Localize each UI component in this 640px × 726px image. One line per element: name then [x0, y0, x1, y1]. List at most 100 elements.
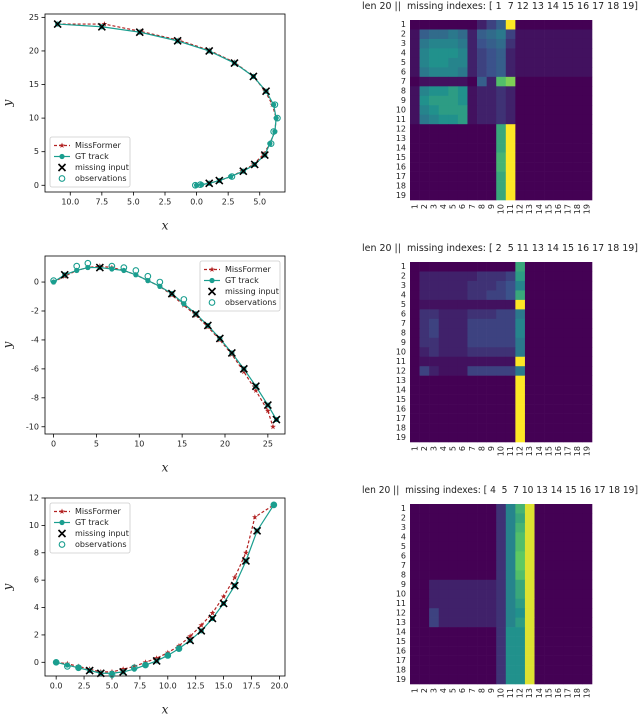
heatmap-cell: [486, 608, 497, 618]
x-tick-label: 7.5: [95, 198, 108, 207]
heatmap-cell: [505, 423, 516, 433]
y-tick-label: 12: [396, 124, 406, 133]
heatmap-cell: [486, 551, 497, 562]
data-point: [274, 114, 281, 122]
heatmap-cell: [486, 190, 497, 201]
heatmap-cell: [534, 171, 545, 182]
heatmap-cell: [457, 347, 468, 358]
heatmap-cell: [448, 560, 459, 571]
heatmap-cell: [553, 105, 564, 116]
heatmap-cell: [467, 551, 478, 562]
heatmap-cell: [534, 20, 545, 30]
heatmap-cell: [410, 646, 420, 656]
heatmap-cell: [438, 579, 449, 590]
y-tick-label: 0: [34, 278, 39, 287]
y-tick-label: 6: [34, 576, 39, 585]
data-point: [176, 646, 182, 652]
heatmap-cell: [563, 646, 574, 656]
heatmap-cell: [553, 86, 564, 97]
heatmap-cell: [467, 262, 478, 272]
heatmap-cell: [572, 513, 583, 524]
heatmap-cell: [553, 570, 564, 581]
y-tick-label: 10: [29, 521, 39, 530]
heatmap-cell: [477, 162, 487, 172]
heatmap-cell: [534, 337, 545, 348]
heatmap-cell: [572, 124, 583, 134]
heatmap-cell: [477, 532, 487, 543]
heatmap-cell: [553, 162, 564, 172]
heatmap-cell: [496, 504, 507, 514]
heatmap-cell: [553, 674, 564, 685]
heatmap-cell: [572, 290, 583, 301]
heatmap-cell: [553, 532, 564, 543]
heatmap-cell: [553, 627, 564, 637]
heatmap-cell: [505, 655, 516, 666]
heatmap-cell: [515, 171, 526, 182]
heatmap-cell: [534, 366, 545, 376]
heatmap-cell: [582, 76, 593, 87]
heatmap-cell: [534, 617, 545, 628]
heatmap-cell: [419, 271, 430, 282]
heatmap-cell: [477, 598, 487, 609]
heatmap-cell: [457, 57, 468, 68]
heatmap-cell: [553, 504, 564, 514]
heatmap-cell: [486, 394, 497, 405]
heatmap-cell: [505, 133, 516, 144]
heatmap-cell: [410, 67, 420, 78]
heatmap-cell: [419, 385, 430, 395]
x-tick-label: 2: [420, 688, 429, 693]
heatmap-cell: [438, 105, 449, 116]
heatmap-cell: [553, 318, 564, 329]
y-tick-label: 19: [396, 433, 406, 442]
heatmap-cell: [467, 513, 478, 524]
data-point: [73, 262, 81, 270]
heatmap-cell: [524, 76, 535, 87]
y-tick-label: 6: [401, 552, 406, 561]
y-tick-label: 11: [396, 357, 406, 366]
heatmap-cell: [496, 570, 507, 581]
heatmap-cell: [410, 171, 420, 182]
x-tick-label: 2.5: [222, 198, 235, 207]
heatmap-cell: [457, 328, 468, 339]
heatmap-cell: [496, 309, 507, 320]
heatmap-cell: [410, 262, 420, 272]
heatmap-cell: [563, 290, 574, 301]
data-point: [191, 181, 199, 189]
y-tick-label: 5: [401, 58, 406, 67]
heatmap-cell: [429, 48, 440, 59]
y-tick-label: 12: [396, 366, 406, 375]
heatmap-cell: [572, 171, 583, 182]
heatmap-cell: [448, 347, 459, 358]
x-tick-label: 4: [439, 688, 448, 693]
y-tick-label: 15: [396, 395, 406, 404]
heatmap-cell: [534, 347, 545, 358]
data-point: [209, 610, 216, 616]
y-axis-label: y: [1, 583, 15, 591]
heatmap-cell: [448, 143, 459, 153]
heatmap-cell: [572, 114, 583, 125]
heatmap-cell: [410, 124, 420, 134]
heatmap-cell: [524, 385, 535, 395]
heatmap-cell: [457, 394, 468, 405]
heatmap-cell: [553, 655, 564, 666]
heatmap-cell: [486, 665, 497, 675]
data-point: [165, 652, 171, 659]
heatmap-cell: [438, 29, 449, 40]
heatmap-cell: [448, 598, 459, 609]
heatmap-cell: [505, 627, 516, 637]
heatmap-cell: [544, 299, 554, 310]
x-tick-label: 2.5: [159, 198, 172, 207]
heatmap-cell: [429, 20, 440, 30]
heatmap-cell: [410, 541, 420, 552]
heatmap-cell: [457, 337, 468, 348]
y-tick-label: 5: [34, 147, 39, 156]
heatmap-cell: [467, 299, 478, 310]
heatmap-cell: [457, 171, 468, 182]
legend-label: GT track: [75, 518, 109, 527]
heatmap-cell: [467, 579, 478, 590]
heatmap-cell: [486, 105, 497, 116]
heatmap-cell: [515, 347, 526, 358]
heatmap-cell: [477, 105, 487, 116]
heatmap-cell: [457, 356, 468, 367]
